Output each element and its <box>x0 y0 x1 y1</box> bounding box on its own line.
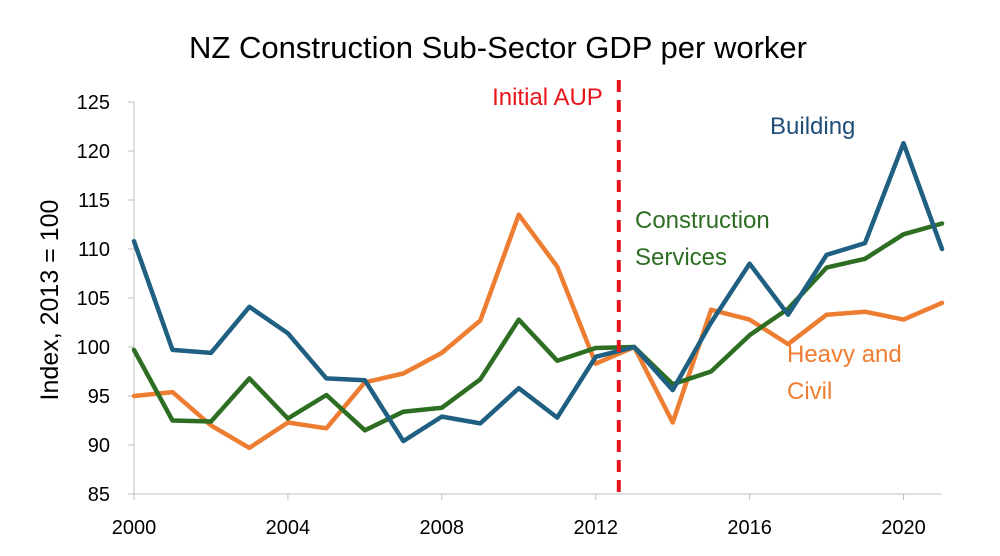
y-axis-label: Index, 2013 = 100 <box>36 200 64 401</box>
x-tick-label: 2000 <box>112 517 157 539</box>
series-label-building: Building <box>770 113 855 140</box>
series-label-heavy: Civil <box>787 378 832 405</box>
y-tick-label: 105 <box>77 288 110 310</box>
y-axis-ticks: 85 90 95 100 105 110 115 120 125 <box>77 92 134 506</box>
y-tick-label: 85 <box>88 484 110 506</box>
series-line-building <box>131 140 945 444</box>
annotations: Initial AUP Building Construction Services H… <box>492 80 902 494</box>
y-tick-label: 95 <box>88 386 110 408</box>
chart-title: NZ Construction Sub-Sector GDP per worke… <box>189 30 807 65</box>
y-tick-label: 120 <box>77 141 110 163</box>
axes <box>133 102 942 495</box>
y-tick-label: 110 <box>78 239 110 261</box>
series-label-construction: Services <box>635 244 727 271</box>
series-label-heavy: Heavy and <box>787 341 902 368</box>
x-tick-label: 2008 <box>420 517 465 539</box>
y-tick-label: 125 <box>77 92 110 114</box>
aup-annotation-label: Initial AUP <box>492 84 603 111</box>
series-lines <box>131 140 945 451</box>
x-tick-label: 2004 <box>266 517 311 539</box>
series-line-heavy-and-civil <box>131 212 945 451</box>
y-tick-label: 115 <box>78 190 110 212</box>
x-tick-label: 2016 <box>727 517 772 539</box>
y-tick-label: 90 <box>88 435 110 457</box>
x-tick-label: 2012 <box>573 517 618 539</box>
x-axis-ticks: 2000 2004 2008 2012 2016 2020 <box>112 494 926 539</box>
series-label-construction: Construction <box>635 207 770 234</box>
y-tick-label: 100 <box>77 337 110 359</box>
x-tick-label: 2020 <box>881 517 926 539</box>
